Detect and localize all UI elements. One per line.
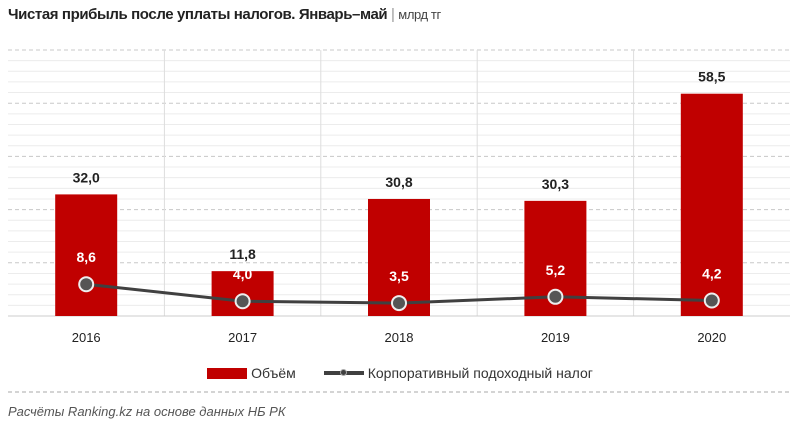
- chart-title: Чистая прибыль после уплаты налогов. Янв…: [8, 6, 441, 23]
- legend-item-volume: Объём: [207, 365, 296, 381]
- tax-value-label: 3,5: [389, 268, 409, 284]
- unit-label: млрд тг: [398, 7, 441, 22]
- legend: Объём Корпоративный подоходный налог: [0, 365, 800, 381]
- bar-value-label: 30,8: [385, 174, 412, 190]
- bar: [55, 194, 118, 316]
- tax-value-label: 4,0: [233, 266, 253, 282]
- legend-swatch-bar: [207, 367, 248, 379]
- x-tick-label: 2016: [72, 330, 101, 345]
- tax-value-label: 5,2: [546, 262, 566, 278]
- legend-item-tax: Корпоративный подоходный налог: [323, 365, 593, 381]
- bar-value-label: 11,8: [229, 246, 256, 262]
- bar-value-label: 30,3: [542, 176, 569, 192]
- legend-label: Объём: [251, 365, 296, 381]
- tax-point: [547, 288, 564, 305]
- tax-value-label: 8,6: [76, 249, 96, 265]
- bar: [680, 93, 743, 316]
- source-note: Расчёты Ranking.kz на основе данных НБ Р…: [8, 404, 286, 419]
- title-text: Чистая прибыль после уплаты налогов. Янв…: [8, 6, 388, 23]
- legend-swatch-line: [323, 369, 364, 376]
- tax-point: [391, 295, 407, 312]
- legend-label: Корпоративный подоходный налог: [367, 365, 593, 381]
- bar-value-label: 32,0: [73, 169, 100, 185]
- x-tick-label: 2018: [385, 330, 414, 345]
- x-tick-label: 2017: [228, 330, 257, 345]
- x-tick-label: 2020: [697, 330, 726, 345]
- tax-point: [78, 276, 95, 293]
- tax-point: [703, 292, 720, 309]
- tax-point: [234, 293, 251, 310]
- tax-value-label: 4,2: [702, 265, 722, 281]
- x-tick-label: 2019: [541, 330, 570, 345]
- bar-value-label: 58,5: [698, 69, 725, 85]
